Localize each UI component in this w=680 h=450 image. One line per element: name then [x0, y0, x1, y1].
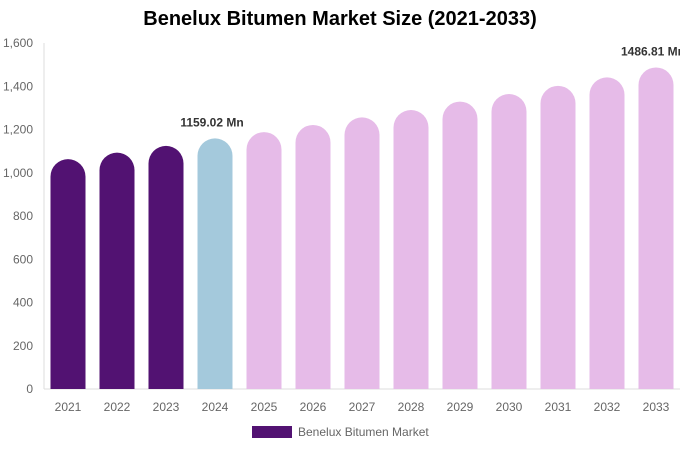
data-label-2024: 1159.02 Mn [180, 115, 243, 129]
bar-2024 [197, 138, 233, 389]
bar-2023 [148, 145, 184, 389]
y-tick-label: 600 [13, 252, 33, 266]
x-tick-label: 2023 [153, 400, 180, 414]
chart-title: Benelux Bitumen Market Size (2021-2033) [143, 8, 537, 30]
bar-2032 [589, 77, 625, 389]
x-tick-label: 2029 [447, 400, 474, 414]
legend[interactable]: Benelux Bitumen Market [252, 425, 429, 439]
bar-2022 [99, 152, 135, 389]
x-tick-label: 2021 [55, 400, 82, 414]
data-label-2033: 1486.81 Mn [621, 44, 680, 58]
bar-2021 [50, 159, 86, 389]
bar-2028 [393, 110, 429, 389]
bar-2031 [540, 85, 576, 389]
x-tick-label: 2022 [104, 400, 131, 414]
x-tick-label: 2032 [594, 400, 621, 414]
bar-2026 [295, 124, 331, 390]
y-tick-label: 400 [13, 296, 33, 310]
legend-label: Benelux Bitumen Market [298, 425, 429, 439]
x-tick-label: 2024 [202, 400, 229, 414]
y-tick-label: 0 [26, 382, 33, 396]
bar-2025 [246, 132, 282, 389]
x-tick-label: 2027 [349, 400, 376, 414]
y-tick-label: 1,200 [3, 123, 33, 137]
x-tick-label: 2026 [300, 400, 327, 414]
x-tick-label: 2028 [398, 400, 425, 414]
x-tick-label: 2030 [496, 400, 523, 414]
x-tick-label: 2025 [251, 400, 278, 414]
bar-2027 [344, 117, 380, 389]
bar-2029 [442, 101, 478, 389]
y-tick-label: 200 [13, 339, 33, 353]
bar-2033 [638, 67, 674, 389]
y-tick-label: 1,000 [3, 166, 33, 180]
bar-2030 [491, 94, 527, 389]
y-tick-label: 800 [13, 209, 33, 223]
legend-swatch [252, 426, 292, 438]
y-tick-label: 1,600 [3, 36, 33, 50]
x-tick-label: 2031 [545, 400, 572, 414]
y-tick-label: 1,400 [3, 79, 33, 93]
x-tick-label: 2033 [643, 400, 670, 414]
